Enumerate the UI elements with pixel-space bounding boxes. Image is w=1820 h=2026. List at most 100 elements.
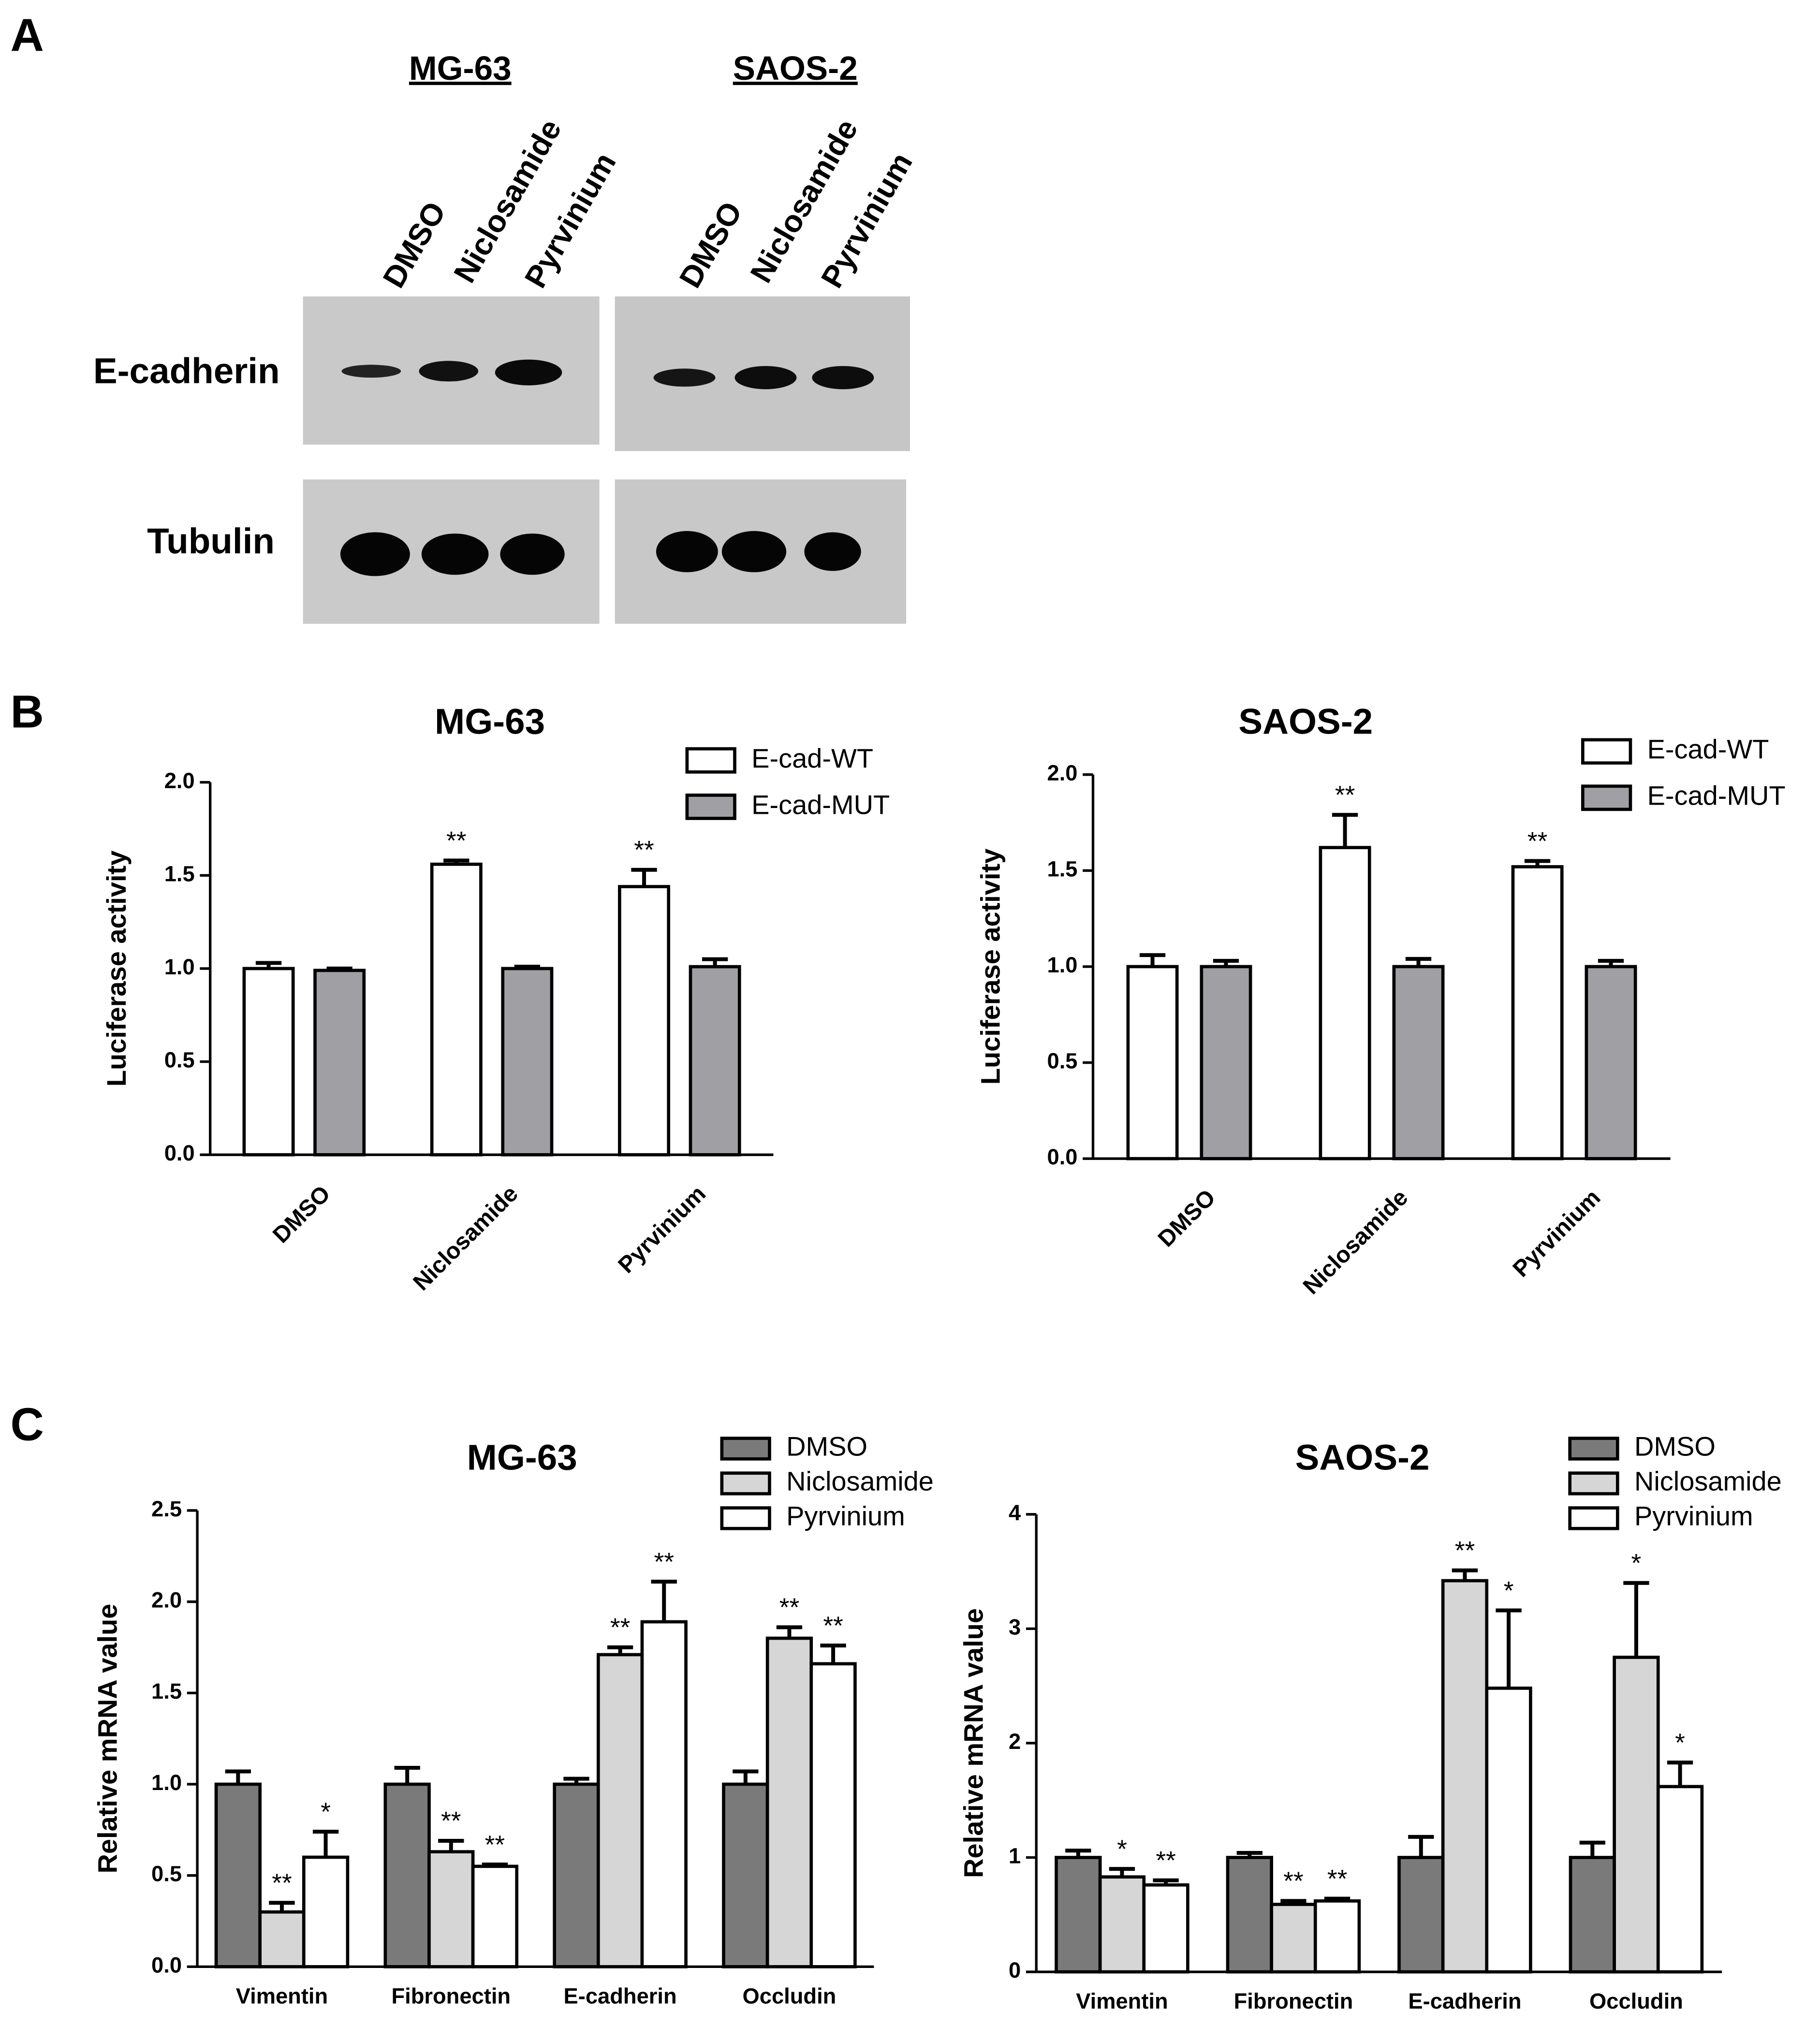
y-tick-label: 2	[1009, 1729, 1021, 1754]
significance-label: *	[321, 1798, 331, 1826]
significance-label: *	[1631, 1549, 1642, 1578]
panel-label: B	[11, 686, 44, 738]
chart-title: SAOS-2	[1238, 701, 1373, 742]
legend-swatch	[1581, 738, 1632, 765]
x-tick-label: Niclosamide	[1298, 1185, 1413, 1299]
y-axis-label: Relative mRNA value	[92, 1604, 123, 1874]
y-tick-label: 1.5	[1047, 856, 1078, 881]
y-tick-label: 2.0	[151, 1588, 182, 1613]
x-tick-label: DMSO	[1153, 1185, 1220, 1252]
bar	[501, 967, 554, 1157]
bar	[1656, 1785, 1704, 1974]
blot-title: MG-63	[409, 49, 512, 87]
x-tick-label: E-cadherin	[564, 1983, 677, 2008]
x-tick-label: Pyrvinium	[1508, 1185, 1605, 1282]
y-axis-label: Luciferase activity	[975, 849, 1005, 1085]
y-tick-label: 0.0	[1047, 1145, 1078, 1169]
legend-swatch	[1568, 1506, 1619, 1530]
y-tick-label: 2.5	[151, 1497, 182, 1521]
bar	[427, 1850, 475, 1968]
bar	[1055, 1856, 1102, 1974]
y-tick-label: 0	[1009, 1958, 1021, 1982]
x-tick-label: Fibronectin	[1234, 1989, 1353, 2013]
y-tick-label: 0.0	[164, 1141, 195, 1165]
y-tick-label: 1.0	[1047, 953, 1078, 977]
x-tick-label: Niclosamide	[408, 1181, 523, 1295]
legend-label: E-cad-WT	[1647, 734, 1769, 764]
significance-label: **	[1527, 827, 1547, 855]
bar	[1569, 1856, 1616, 1974]
chart-title: MG-63	[467, 1437, 577, 1478]
protein-label: Tubulin	[147, 521, 275, 561]
legend-label: DMSO	[786, 1431, 867, 1462]
significance-label: **	[610, 1614, 630, 1642]
y-axis-label: Luciferase activity	[101, 851, 132, 1086]
significance-label: **	[1335, 781, 1355, 809]
bar	[596, 1653, 644, 1968]
significance-label: **	[272, 1869, 292, 1897]
x-tick-label: Occludin	[743, 1983, 837, 2008]
bar	[1392, 965, 1445, 1160]
bar	[640, 1620, 688, 1968]
bar	[258, 1910, 306, 1968]
blot-title: SAOS-2	[733, 49, 858, 87]
legend-label: Pyrvinium	[786, 1501, 905, 1531]
y-tick-label: 1.0	[164, 954, 195, 979]
significance-label: *	[1675, 1729, 1685, 1757]
legend-label: E-cad-MUT	[1647, 780, 1786, 811]
y-tick-label: 0.5	[164, 1048, 195, 1072]
legend-swatch	[1581, 784, 1632, 811]
blot-images	[303, 296, 910, 624]
legend-label: Niclosamide	[786, 1466, 934, 1497]
bar	[1613, 1656, 1660, 1974]
bar	[214, 1782, 262, 1968]
y-tick-label: 0.0	[151, 1953, 182, 1977]
bar	[689, 965, 741, 1157]
y-tick-label: 4	[1009, 1500, 1021, 1525]
bar	[313, 969, 366, 1157]
bar	[553, 1782, 600, 1968]
legend-label: E-cad-MUT	[751, 789, 890, 820]
x-tick-label: Fibronectin	[391, 1983, 511, 2008]
legend-label: E-cad-WT	[751, 743, 873, 773]
significance-label: **	[1327, 1865, 1347, 1893]
legend-swatch	[720, 1471, 771, 1496]
significance-label: *	[1117, 1835, 1127, 1864]
bar	[302, 1855, 350, 1968]
bar	[242, 967, 295, 1157]
significance-label: **	[634, 836, 654, 865]
legend-label: Pyrvinium	[1634, 1501, 1753, 1531]
y-tick-label: 2.0	[164, 768, 195, 793]
lane-label: DMSO	[376, 196, 453, 294]
chart-title: MG-63	[435, 701, 545, 742]
bar	[1126, 965, 1179, 1160]
x-tick-label: Pyrvinium	[614, 1181, 711, 1278]
significance-label: *	[1504, 1576, 1514, 1605]
y-tick-label: 0.5	[151, 1862, 182, 1886]
bar	[765, 1636, 813, 1968]
significance-label: **	[1455, 1537, 1475, 1565]
bar	[809, 1662, 857, 1968]
legend-swatch	[720, 1437, 771, 1461]
y-tick-label: 1.5	[164, 861, 195, 886]
x-tick-label: E-cadherin	[1408, 1989, 1521, 2013]
protein-label: E-cadherin	[93, 351, 280, 391]
significance-label: **	[485, 1831, 505, 1859]
legend-swatch	[685, 793, 736, 820]
bar	[1142, 1883, 1189, 1974]
significance-label: **	[1283, 1867, 1303, 1895]
bar	[1485, 1687, 1532, 1974]
bar	[1200, 965, 1252, 1160]
bar	[1585, 965, 1637, 1160]
legend-swatch	[685, 747, 736, 774]
significance-label: **	[779, 1593, 799, 1622]
bar	[1319, 846, 1371, 1160]
y-tick-label: 0.5	[1047, 1049, 1078, 1073]
panel-label: C	[11, 1399, 44, 1451]
y-tick-label: 1.0	[151, 1770, 182, 1795]
legend-label: DMSO	[1634, 1431, 1716, 1462]
lane-label: DMSO	[673, 196, 749, 294]
significance-label: **	[441, 1807, 461, 1835]
